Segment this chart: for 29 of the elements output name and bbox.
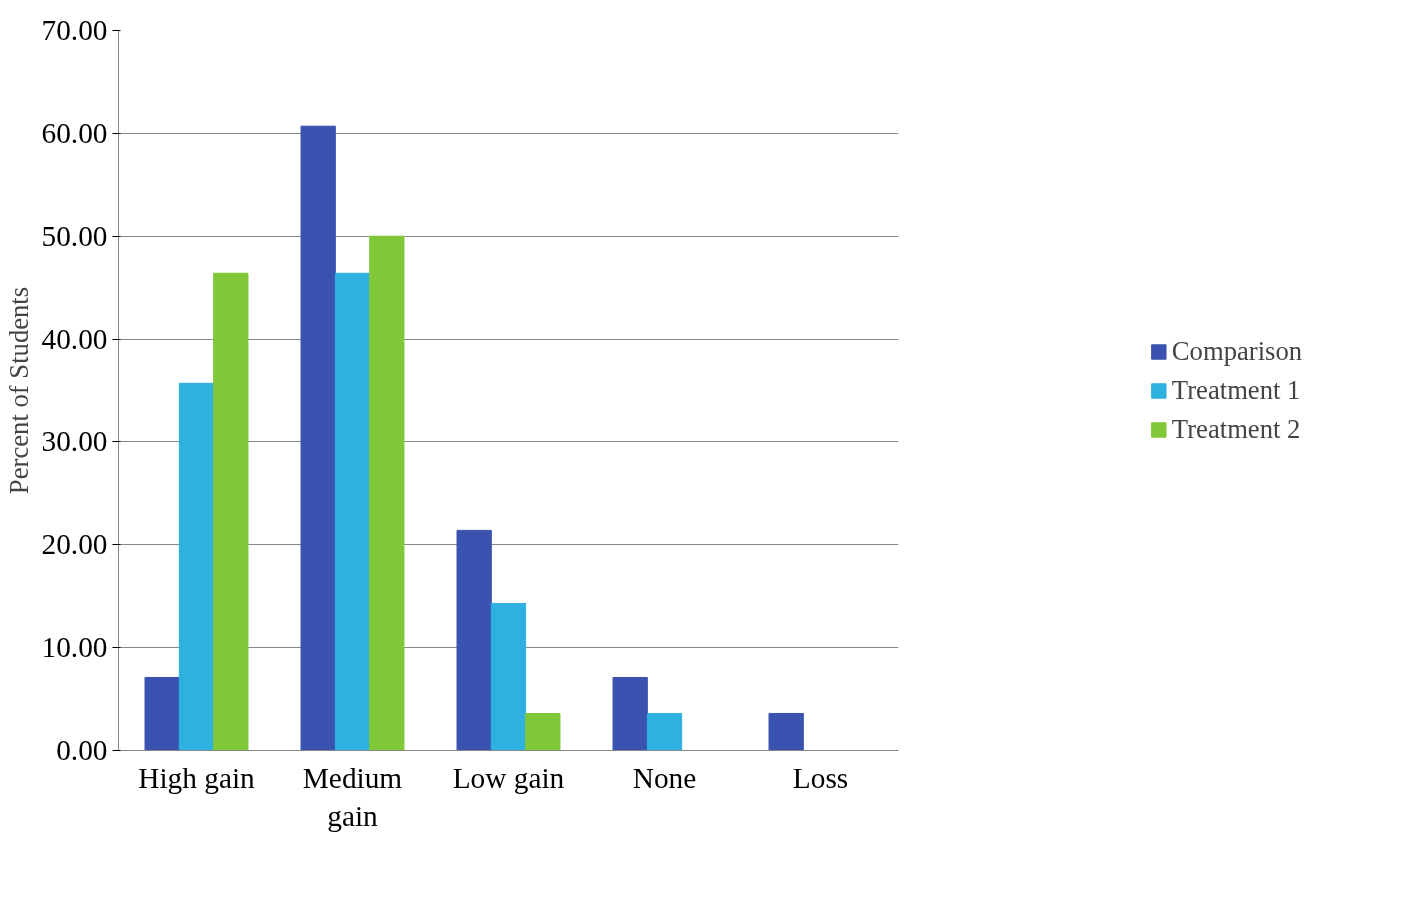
x-tick-label: Medium gain — [302, 761, 403, 832]
bar — [369, 235, 405, 751]
y-tick-label: 0.00 — [56, 734, 108, 766]
bar — [646, 712, 683, 751]
legend-label: Treatment 2 — [1171, 413, 1301, 445]
x-tick-label: None — [632, 761, 697, 794]
bar — [490, 602, 527, 751]
legend-label: Treatment 1 — [1171, 374, 1301, 406]
y-tick-label: 20.00 — [41, 528, 108, 561]
x-tick-label: High gain — [138, 761, 256, 794]
bar — [334, 272, 371, 751]
bar — [144, 676, 180, 751]
bar — [213, 272, 249, 751]
bar — [525, 712, 561, 751]
bar — [178, 382, 215, 751]
y-axis-title: Percent of Students — [3, 286, 34, 495]
y-tick-label: 70.00 — [41, 14, 108, 46]
y-tick-label: 50.00 — [41, 219, 108, 252]
legend-label: Comparison — [1171, 335, 1303, 367]
y-tick-label: 60.00 — [41, 116, 108, 149]
bar — [300, 125, 336, 751]
x-tick-label: Loss — [792, 761, 849, 794]
x-tick-label: Low gain — [452, 761, 565, 794]
y-tick-label: 10.00 — [41, 631, 108, 664]
y-tick-label: 40.00 — [41, 322, 108, 355]
y-tick-label: 30.00 — [41, 425, 108, 458]
bar — [612, 676, 648, 751]
bar — [768, 712, 804, 751]
bar — [456, 529, 492, 751]
